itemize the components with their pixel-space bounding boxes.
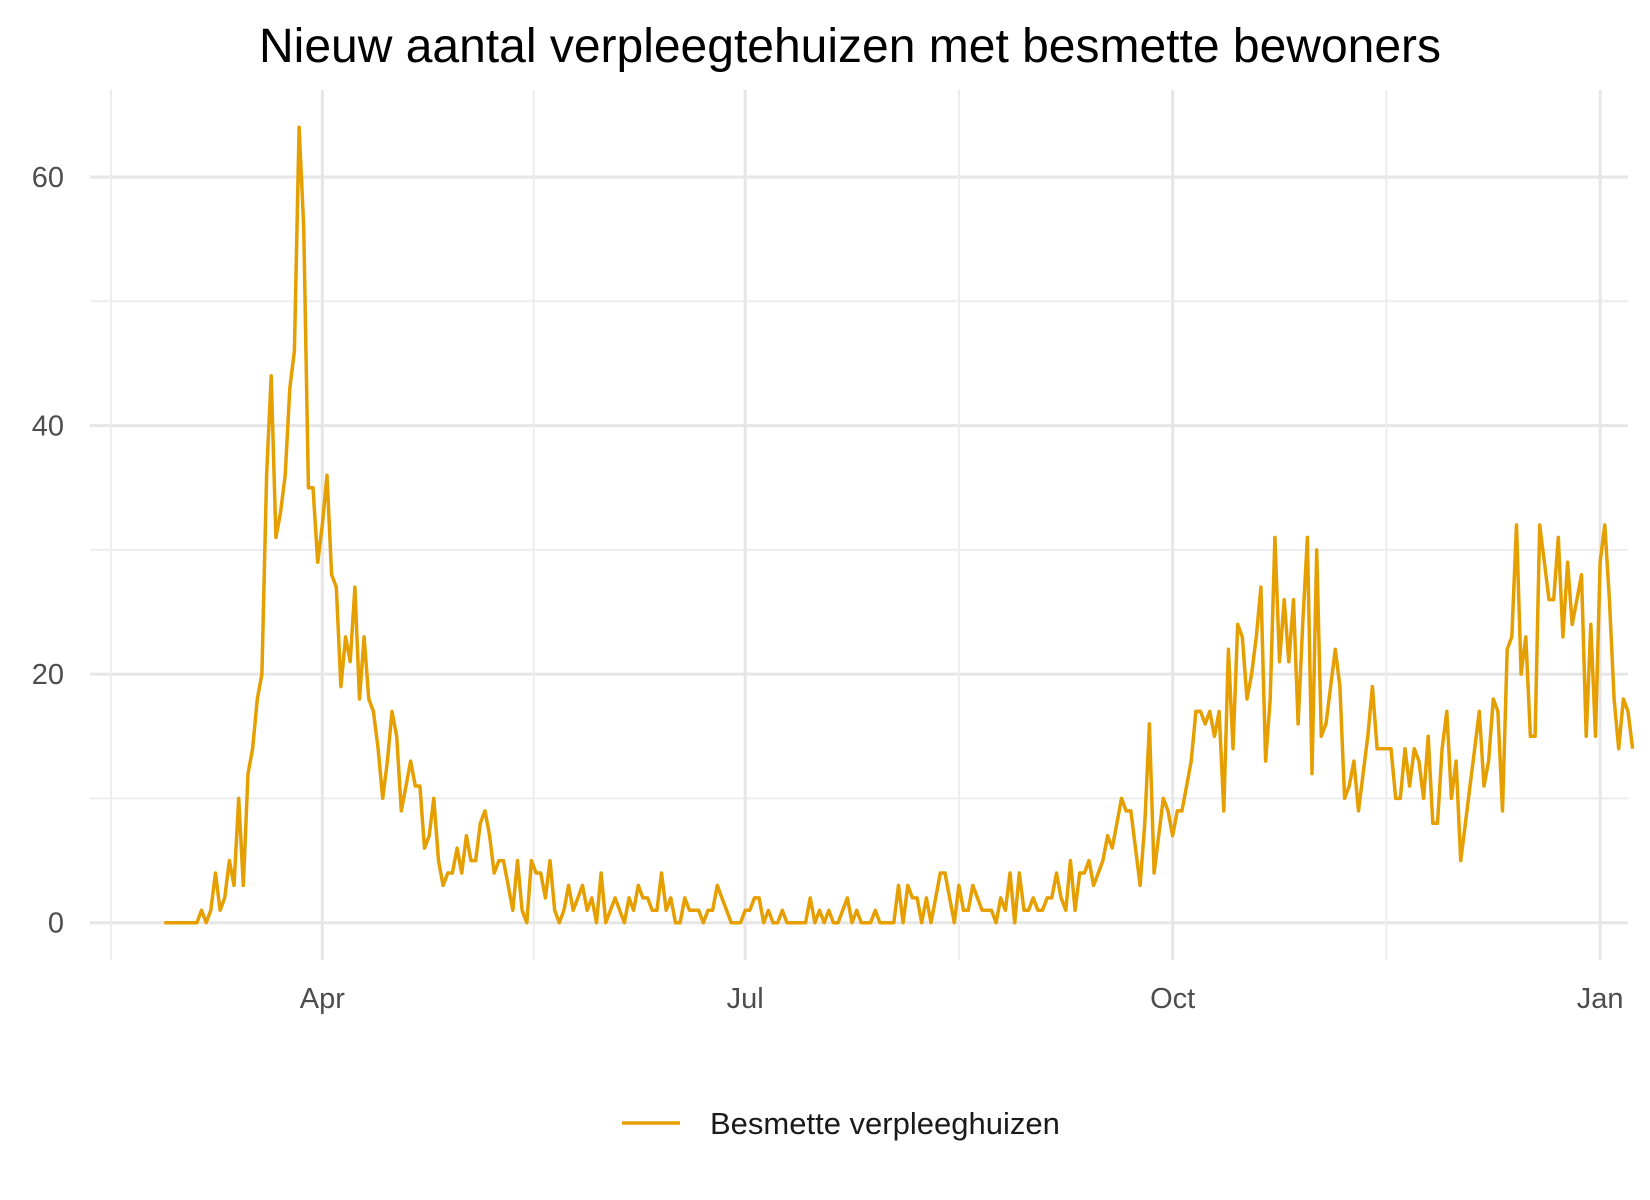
x-tick-label: Oct xyxy=(1150,983,1195,1015)
series-line xyxy=(164,125,1635,925)
x-tick-label: Jul xyxy=(727,983,764,1015)
chart-title: Nieuw aantal verpleegtehuizen met besmet… xyxy=(259,20,1441,73)
legend-label: Besmette verpleeghuizen xyxy=(710,1106,1060,1141)
y-axis: 0 20 40 60 xyxy=(32,162,64,940)
x-tick-label: Jan xyxy=(1577,983,1624,1015)
y-tick-label: 40 xyxy=(32,411,64,443)
y-tick-label: 60 xyxy=(32,162,64,194)
x-tick-label: Apr xyxy=(300,983,345,1015)
legend: Besmette verpleeghuizen xyxy=(622,1106,1060,1141)
series-layer xyxy=(164,125,1635,925)
y-tick-label: 20 xyxy=(32,659,64,691)
x-axis: Apr Jul Oct Jan xyxy=(300,983,1624,1015)
y-tick-label: 0 xyxy=(48,908,64,940)
grid xyxy=(90,90,1628,960)
